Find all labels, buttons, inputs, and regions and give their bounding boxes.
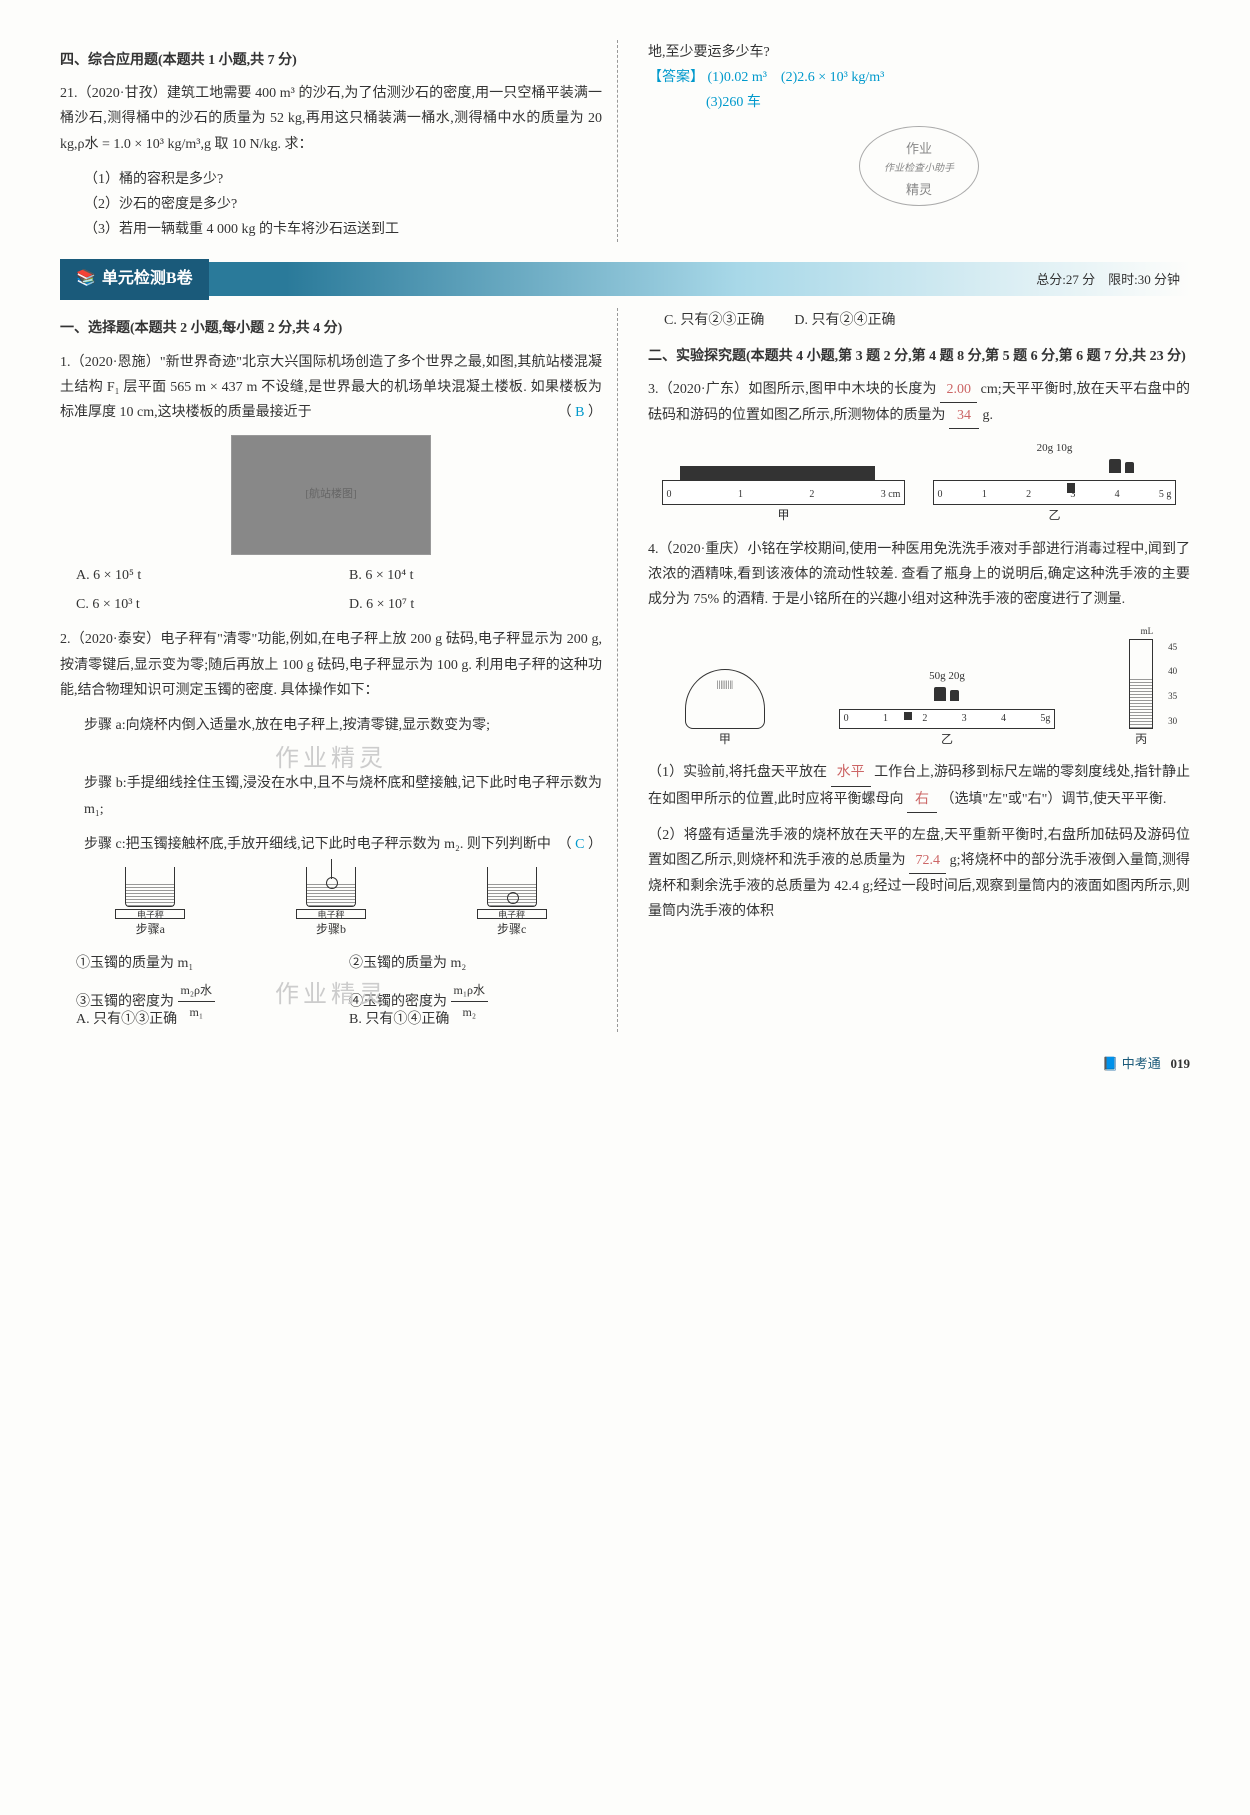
q1-choice-b: B. 6 × 10⁴ t [349, 563, 602, 588]
q1-choice-c: C. 6 × 10³ t [76, 592, 329, 617]
page-root: 四、综合应用题(本题共 1 小题,共 7 分) 21.（2020·甘孜）建筑工地… [60, 40, 1190, 1076]
q2-choice-d: D. 只有②④正确 [794, 308, 895, 333]
stamp-l3: 精灵 [860, 178, 978, 201]
ruler-jia: 0 1 2 3 cm 甲 [662, 466, 906, 527]
q2-cd-choices: C. 只有②③正确 D. 只有②④正确 [664, 308, 1190, 333]
ruler-diagram: 0 1 2 3 cm 甲 20g 10g 0 [648, 439, 1190, 527]
stamp-l2: 作业检查小助手 [860, 160, 978, 178]
q1-answer: B [575, 405, 584, 420]
q4-2-blank: 72.4 [909, 848, 946, 874]
logo-icon: 📘 [1102, 1056, 1118, 1071]
q2-choice-b: B. 只有①④正确 [349, 1007, 602, 1032]
q4-1: （1）实验前,将托盘天平放在 水平 工作台上,游码移到标尺左端的零刻度线处,指针… [648, 760, 1190, 812]
answer-label: 【答案】 [648, 70, 704, 85]
q21-sub1: （1）桶的容积是多少? [84, 167, 602, 192]
q2-step-b: 步骤 b:手提细线拴住玉镯,浸没在水中,且不与烧杯底和壁接触,记下此时电子秤示数… [84, 771, 602, 821]
q1: 1.（2020·恩施）"新世界奇迹"北京大兴国际机场创造了多个世界之最,如图,其… [60, 350, 602, 426]
banner-info: 总分:27 分 限时:30 分钟 [1036, 268, 1190, 291]
section-1-header: 一、选择题(本题共 2 小题,每小题 2 分,共 4 分) [60, 316, 602, 341]
section-4-header: 四、综合应用题(本题共 1 小题,共 7 分) [60, 48, 602, 73]
balance-bing: mL 45 40 35 30 丙 [1129, 623, 1153, 751]
q2-choice-c: C. 只有②③正确 [664, 308, 764, 333]
ruler-yi: 20g 10g 0 1 2 3 4 5 g 乙 [933, 439, 1177, 527]
book-icon: 📚 [76, 265, 96, 294]
banner-title-box: 📚 单元检测B卷 [60, 259, 209, 300]
unit-banner: 📚 单元检测B卷 总分:27 分 限时:30 分钟 [60, 262, 1190, 296]
q21-sub2: （2）沙石的密度是多少? [84, 192, 602, 217]
q21-cont: 地,至少要运多少车? [648, 40, 1190, 65]
q3: 3.（2020·广东）如图所示,图甲中木块的长度为 2.00 cm;天平平衡时,… [648, 377, 1190, 429]
q2-step-a: 步骤 a:向烧杯内倒入适量水,放在电子秤上,按清零键,显示数变为零; [84, 713, 602, 738]
q4: 4.（2020·重庆）小铭在学校期间,使用一种医用免洗洗手液对手部进行消毒过程中… [648, 537, 1190, 613]
opt1: ①玉镯的质量为 m₁ [76, 951, 329, 976]
scale-b: 电子秤 步骤b [296, 867, 366, 941]
q1-choice-a: A. 6 × 10⁵ t [76, 563, 329, 588]
q21-intro: 21.（2020·甘孜）建筑工地需要 400 m³ 的沙石,为了估测沙石的密度,… [60, 81, 602, 157]
stamp-l1: 作业 [860, 137, 978, 160]
answer-2: (2)2.6 × 10³ kg/m³ [781, 70, 884, 85]
answer-3: (3)260 车 [706, 90, 1190, 115]
q4-1-blank-1: 水平 [831, 760, 871, 786]
q21-answer-block: 【答案】 (1)0.02 m³ (2)2.6 × 10³ kg/m³ [648, 65, 1190, 90]
q3-blank-1: 2.00 [940, 377, 977, 403]
banner-title: 单元检测B卷 [102, 265, 193, 294]
right-col: C. 只有②③正确 D. 只有②④正确 二、实验探究题(本题共 4 小题,第 3… [648, 308, 1190, 1032]
banner-time: 限时:30 分钟 [1108, 272, 1180, 287]
section-2-header: 二、实验探究题(本题共 4 小题,第 3 题 2 分,第 4 题 8 分,第 5… [648, 344, 1190, 369]
q21-sub3: （3）若用一辆载重 4 000 kg 的卡车将沙石运送到工 [84, 217, 602, 242]
top-right-col: 地,至少要运多少车? 【答案】 (1)0.02 m³ (2)2.6 × 10³ … [648, 40, 1190, 242]
top-section: 四、综合应用题(本题共 1 小题,共 7 分) 21.（2020·甘孜）建筑工地… [60, 40, 1190, 242]
q1-choices: A. 6 × 10⁵ t B. 6 × 10⁴ t C. 6 × 10³ t D… [76, 563, 602, 617]
balance-jia: ||||||||| 甲 [685, 669, 765, 751]
main-section: 一、选择题(本题共 2 小题,每小题 2 分,共 4 分) 1.（2020·恩施… [60, 308, 1190, 1032]
q1-choice-d: D. 6 × 10⁷ t [349, 592, 602, 617]
page-footer: 📘 中考通 019 [60, 1052, 1190, 1075]
page-number: 019 [1171, 1056, 1191, 1071]
footer-brand: 中考通 [1122, 1056, 1161, 1071]
opt2: ②玉镯的质量为 m₂ [349, 951, 602, 976]
stamp: 作业 作业检查小助手 精灵 [859, 126, 979, 206]
balance-yi: 50g 20g 012345g 乙 [839, 667, 1056, 750]
q2-choice-a: A. 只有①③正确 [76, 1007, 329, 1032]
q2-answer: C [575, 837, 584, 852]
q2: 2.（2020·泰安）电子秤有"清零"功能,例如,在电子秤上放 200 g 砝码… [60, 627, 602, 703]
top-left-col: 四、综合应用题(本题共 1 小题,共 7 分) 21.（2020·甘孜）建筑工地… [60, 40, 618, 242]
balance-diagram: ||||||||| 甲 50g 20g 012345g 乙 [648, 623, 1190, 751]
airport-image: [航站楼图] [231, 435, 431, 555]
q1-text: 1.（2020·恩施）"新世界奇迹"北京大兴国际机场创造了多个世界之最,如图,其… [60, 355, 602, 420]
q4-2: （2）将盛有适量洗手液的烧杯放在天平的左盘,天平重新平衡时,右盘所加砝码及游码位… [648, 823, 1190, 925]
q2-step-c: 步骤 c:把玉镯接触杯底,手放开细线,记下此时电子秤示数为 m₂. 则下列判断中… [84, 832, 602, 857]
left-col: 一、选择题(本题共 2 小题,每小题 2 分,共 4 分) 1.（2020·恩施… [60, 308, 618, 1032]
q4-1-blank-2: 右 [907, 787, 937, 813]
scale-diagram: 电子秤 步骤a 电子秤 步骤b 电子秤 步骤c [60, 867, 602, 941]
scale-a: 电子秤 步骤a [115, 867, 185, 941]
banner-score: 总分:27 分 [1036, 272, 1095, 287]
answer-1: (1)0.02 m³ [708, 70, 767, 85]
q3-blank-2: 34 [949, 403, 979, 429]
scale-c: 电子秤 步骤c [477, 867, 547, 941]
